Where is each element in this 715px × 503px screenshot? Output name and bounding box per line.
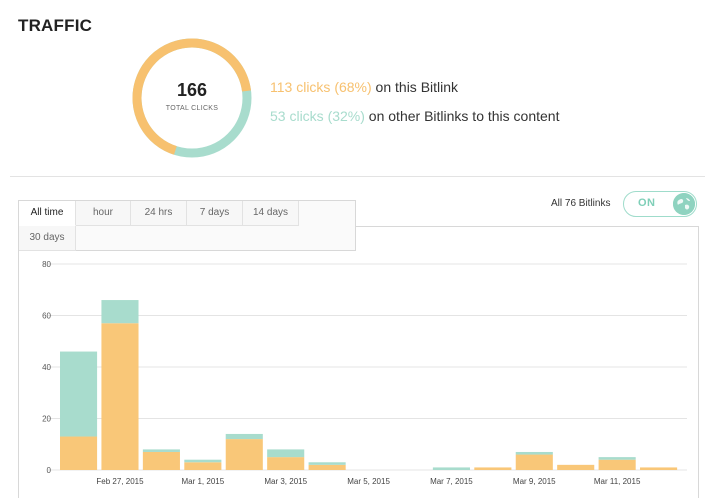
- bar-segment: [515, 454, 553, 470]
- bar-segment: [60, 351, 98, 437]
- globe-icon: [673, 193, 695, 215]
- bar-segment: [101, 323, 139, 470]
- bar-segment: [142, 451, 180, 470]
- bar-segment: [267, 449, 305, 458]
- bar-segment: [640, 467, 678, 470]
- bar-segment: [267, 457, 305, 470]
- traffic-bar-chart: 0 20 40 60 80 Feb 27, 2015 Mar 1, 2015 Mar 3, 2…: [42, 260, 687, 486]
- this-bitlink-clicks: 113 clicks (68%): [270, 79, 372, 95]
- y-tick-label: 60: [42, 312, 51, 321]
- y-tick-label: 0: [47, 466, 52, 475]
- tab-all-time[interactable]: All time: [19, 201, 76, 226]
- bar-segment: [184, 459, 222, 463]
- y-tick-label: 40: [42, 363, 51, 372]
- x-tick-label: Mar 5, 2015: [347, 477, 390, 486]
- y-tick-label: 80: [42, 260, 51, 269]
- bar-segment: [598, 459, 636, 470]
- total-clicks-label: TOTAL CLICKS: [165, 105, 219, 112]
- all-bitlinks-label: All 76 Bitlinks: [551, 198, 611, 209]
- page-title: TRAFFIC: [18, 16, 93, 35]
- bar-segment: [598, 457, 636, 460]
- x-tick-label: Mar 1, 2015: [181, 477, 224, 486]
- this-bitlink-stat: 113 clicks (68%) on this Bitlink: [270, 79, 458, 95]
- other-bitlinks-stat: 53 clicks (32%) on other Bitlinks to thi…: [270, 108, 559, 124]
- toggle-state: ON: [638, 197, 656, 209]
- tab-14-days[interactable]: 14 days: [243, 201, 299, 226]
- x-tick-label: Mar 11, 2015: [594, 477, 641, 486]
- tab-30-days[interactable]: 30 days: [19, 226, 76, 251]
- bar-segment: [225, 433, 263, 440]
- bar-segment: [225, 439, 263, 470]
- bar-segment: [308, 464, 346, 470]
- x-tick-label: Mar 9, 2015: [513, 477, 556, 486]
- all-bitlinks-toggle[interactable]: ON: [623, 191, 697, 217]
- bar-segment: [557, 464, 595, 470]
- donut-ring: [132, 38, 252, 158]
- x-tick-label: Mar 7, 2015: [430, 477, 473, 486]
- x-tick-label: Feb 27, 2015: [96, 477, 144, 486]
- tab-24-hrs[interactable]: 24 hrs: [131, 201, 187, 226]
- time-range-tabs: All time hour 24 hrs 7 days 14 days 30 d…: [18, 200, 356, 251]
- chart-frame: 0 20 40 60 80 Feb 27, 2015 Mar 1, 2015 Mar 3, 2…: [18, 226, 699, 498]
- bar-segment: [184, 462, 222, 470]
- y-tick-label: 20: [42, 415, 51, 424]
- other-bitlinks-clicks: 53 clicks (32%): [270, 108, 365, 124]
- bar-segment: [101, 300, 139, 324]
- other-bitlinks-text: on other Bitlinks to this content: [364, 108, 560, 124]
- x-tick-label: Mar 3, 2015: [264, 477, 307, 486]
- total-clicks-donut: 166 TOTAL CLICKS: [130, 36, 254, 160]
- bar-segment: [474, 467, 512, 470]
- tab-7-days[interactable]: 7 days: [187, 201, 243, 226]
- bar-segment: [432, 467, 470, 470]
- bar-segment: [60, 436, 98, 470]
- bar-segment: [515, 451, 553, 455]
- bar-segment: [142, 449, 180, 452]
- section-divider: [10, 176, 705, 177]
- this-bitlink-text: on this Bitlink: [371, 79, 459, 95]
- total-clicks-value: 166: [176, 80, 208, 100]
- tab-hour[interactable]: hour: [76, 201, 131, 226]
- bar-segment: [308, 462, 346, 465]
